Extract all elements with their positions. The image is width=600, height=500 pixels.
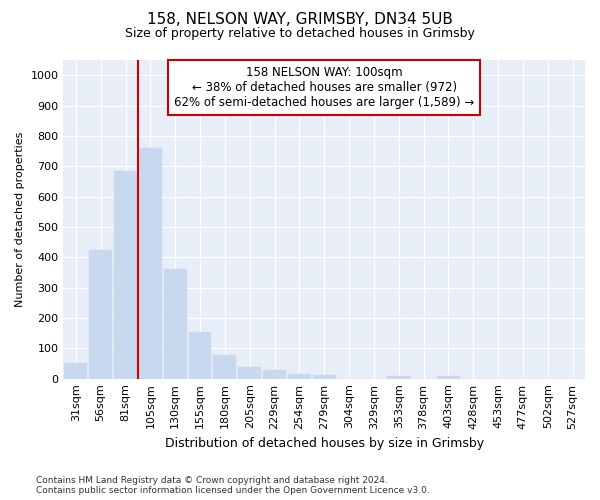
Bar [288,374,311,378]
Text: 158, NELSON WAY, GRIMSBY, DN34 5UB: 158, NELSON WAY, GRIMSBY, DN34 5UB [147,12,453,28]
Bar [214,356,236,378]
Bar [188,332,211,378]
Bar [437,376,460,378]
Bar [238,366,261,378]
Bar [313,375,335,378]
Text: Contains HM Land Registry data © Crown copyright and database right 2024.
Contai: Contains HM Land Registry data © Crown c… [36,476,430,495]
Y-axis label: Number of detached properties: Number of detached properties [15,132,25,307]
Bar [64,363,87,378]
Bar [387,376,410,378]
Bar [263,370,286,378]
Bar [139,148,162,378]
X-axis label: Distribution of detached houses by size in Grimsby: Distribution of detached houses by size … [164,437,484,450]
Text: 158 NELSON WAY: 100sqm
← 38% of detached houses are smaller (972)
62% of semi-de: 158 NELSON WAY: 100sqm ← 38% of detached… [174,66,475,110]
Bar [89,250,112,378]
Bar [114,171,137,378]
Text: Size of property relative to detached houses in Grimsby: Size of property relative to detached ho… [125,28,475,40]
Bar [164,269,187,378]
